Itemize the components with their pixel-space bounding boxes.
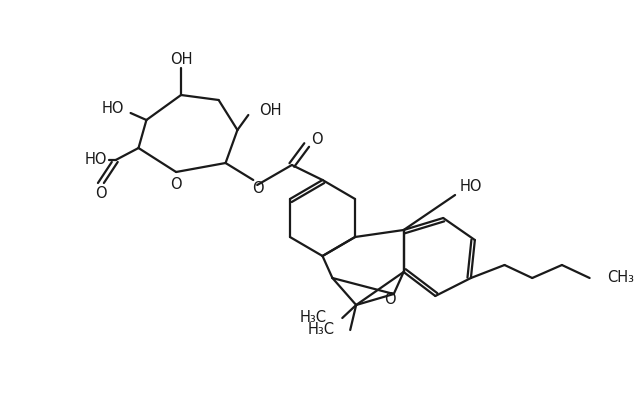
Text: O: O (384, 292, 396, 307)
Text: HO: HO (460, 178, 483, 193)
Text: O: O (95, 186, 107, 201)
Text: HO: HO (102, 100, 124, 115)
Text: O: O (252, 180, 264, 195)
Text: O: O (170, 177, 182, 191)
Text: H₃C: H₃C (307, 323, 334, 338)
Text: OH: OH (170, 52, 192, 67)
Text: OH: OH (259, 102, 282, 117)
Text: H₃C: H₃C (300, 310, 326, 325)
Text: HO: HO (84, 152, 108, 167)
Text: O: O (311, 132, 323, 147)
Text: CH₃: CH₃ (607, 271, 634, 286)
